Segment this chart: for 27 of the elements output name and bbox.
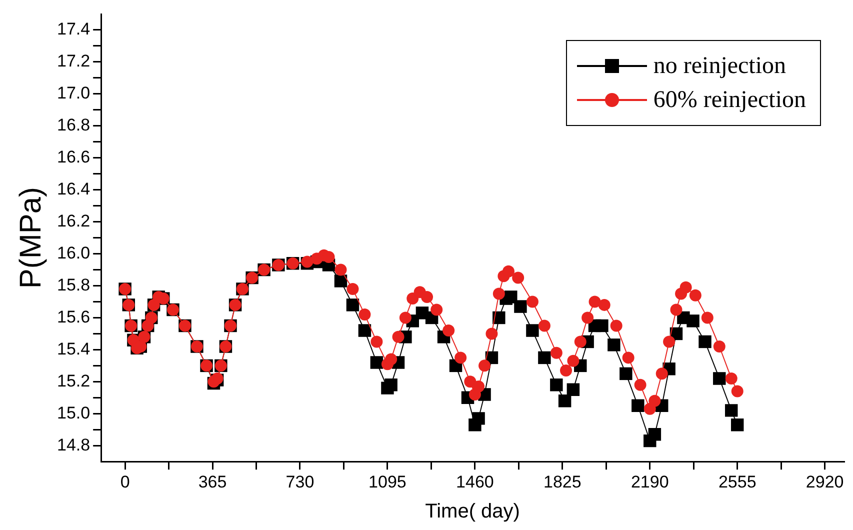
x-tick-label: 2555	[718, 472, 756, 492]
x-tick-label: 730	[286, 472, 314, 492]
x-tick-label: 1460	[456, 472, 494, 492]
x-tick-label: 2920	[806, 472, 844, 492]
x-tick-label: 1095	[368, 472, 406, 492]
y-tick-label: 17.0	[56, 84, 90, 103]
legend-label: no reinjection	[653, 52, 786, 80]
y-tick-label: 16.0	[56, 243, 90, 262]
y-axis-title: P(MPa)	[14, 186, 48, 289]
y-tick-label: 15.0	[56, 403, 90, 422]
x-tick-label: 2190	[630, 472, 669, 492]
y-tick-label: 17.2	[56, 52, 90, 71]
y-tick-label: 17.4	[56, 20, 90, 39]
y-tick-label: 16.4	[56, 180, 90, 199]
y-tick-label: 15.4	[56, 339, 90, 358]
y-tick-label: 15.2	[56, 371, 90, 390]
x-tick-label: 365	[198, 472, 227, 492]
y-tick-label: 15.8	[56, 275, 90, 294]
legend-label: 60% reinjection	[653, 86, 806, 114]
y-tick-label: 14.8	[56, 435, 90, 454]
y-tick-label: 15.6	[56, 307, 90, 326]
x-tick-label: 1825	[544, 472, 582, 492]
x-tick-label: 0	[120, 472, 130, 492]
x-axis-title: Time( day)	[425, 500, 520, 523]
y-tick-label: 16.8	[56, 116, 90, 135]
y-tick-label: 16.6	[56, 148, 90, 167]
y-tick-label: 16.2	[56, 212, 90, 230]
